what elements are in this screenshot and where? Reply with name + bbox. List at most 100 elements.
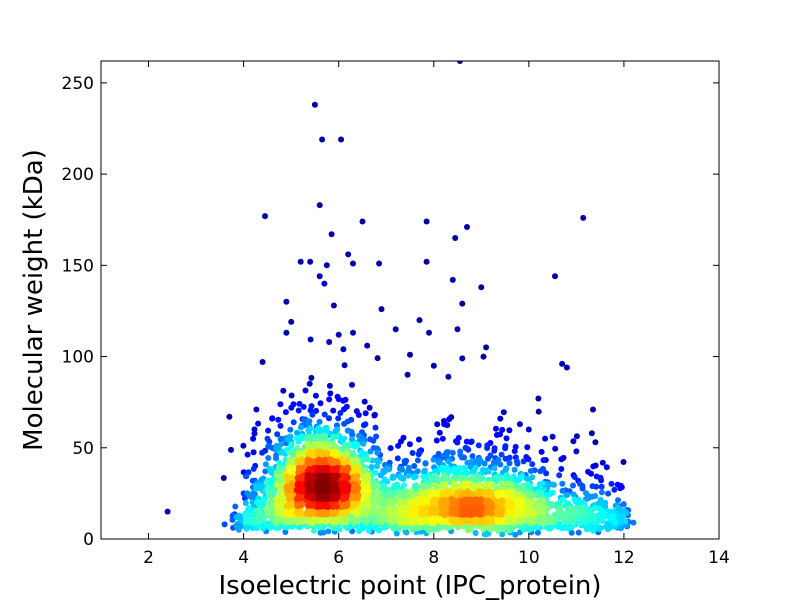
- data-point: [515, 485, 522, 491]
- y-tick-label: 50: [72, 439, 94, 459]
- data-point: [516, 516, 523, 523]
- data-point: [276, 509, 283, 516]
- data-point: [615, 497, 621, 504]
- data-point: [313, 407, 320, 414]
- data-point: [242, 519, 249, 526]
- data-point: [527, 468, 534, 474]
- data-point: [397, 497, 404, 504]
- data-point: [484, 483, 491, 490]
- data-point: [372, 525, 379, 531]
- data-point: [321, 411, 328, 418]
- data-point: [378, 519, 385, 526]
- data-point: [344, 483, 351, 489]
- data-point: [250, 449, 257, 456]
- data-point: [503, 510, 510, 517]
- data-point: [497, 431, 503, 438]
- data-point: [540, 508, 547, 515]
- data-point: [306, 418, 313, 425]
- data-point: [269, 415, 276, 422]
- data-point: [540, 504, 547, 511]
- data-point: [464, 224, 470, 230]
- data-point: [436, 429, 443, 436]
- data-point: [502, 467, 509, 474]
- data-point: [452, 235, 459, 241]
- data-point: [559, 360, 566, 367]
- data-point: [366, 404, 373, 411]
- data-point: [276, 476, 283, 483]
- data-point: [266, 488, 273, 495]
- data-point: [472, 530, 479, 536]
- data-point: [556, 472, 563, 479]
- data-point: [414, 457, 421, 464]
- data-point: [590, 518, 597, 525]
- data-point: [422, 460, 429, 467]
- data-point: [274, 431, 281, 438]
- data-point: [456, 61, 463, 64]
- data-point: [286, 475, 293, 482]
- data-point: [286, 503, 293, 510]
- data-point: [485, 455, 491, 462]
- data-point: [409, 450, 416, 456]
- data-point: [393, 530, 400, 537]
- data-point: [380, 489, 387, 496]
- data-point: [244, 490, 251, 497]
- data-point: [260, 525, 267, 532]
- data-point: [268, 496, 275, 503]
- data-point: [277, 449, 284, 456]
- data-point: [354, 518, 361, 524]
- data-point: [318, 449, 325, 456]
- data-point: [252, 482, 259, 489]
- y-tick-label: 250: [62, 74, 94, 94]
- data-point: [362, 421, 369, 428]
- data-point: [264, 435, 271, 442]
- data-point: [539, 466, 546, 472]
- data-point: [262, 213, 268, 220]
- data-point: [400, 482, 407, 489]
- data-point: [307, 258, 314, 265]
- data-point: [559, 480, 566, 487]
- data-point: [485, 517, 492, 524]
- data-point: [283, 524, 290, 531]
- data-point: [317, 400, 324, 407]
- data-point: [612, 519, 619, 526]
- data-point: [395, 442, 402, 449]
- data-point: [363, 472, 370, 479]
- data-point: [405, 468, 411, 475]
- data-point: [286, 433, 293, 440]
- data-point: [498, 510, 505, 517]
- data-point: [354, 473, 361, 480]
- data-point: [343, 452, 349, 459]
- data-point: [543, 491, 550, 498]
- data-point: [355, 492, 362, 498]
- data-point: [497, 415, 504, 422]
- data-point: [410, 492, 417, 499]
- data-point: [255, 420, 262, 427]
- data-point: [570, 438, 577, 445]
- data-point: [419, 497, 426, 504]
- data-point: [277, 401, 284, 408]
- data-point: [281, 519, 288, 526]
- data-point: [529, 510, 536, 516]
- data-point: [251, 426, 258, 433]
- data-point: [340, 346, 347, 353]
- data-point: [391, 509, 397, 516]
- data-point: [338, 136, 345, 143]
- data-point: [251, 430, 258, 437]
- data-point: [361, 398, 368, 405]
- data-point: [515, 512, 522, 519]
- data-point: [597, 525, 604, 531]
- data-point: [315, 459, 322, 466]
- data-point: [598, 489, 605, 496]
- data-point: [497, 492, 503, 499]
- data-point: [322, 425, 329, 432]
- data-point: [550, 518, 557, 525]
- data-point: [246, 505, 253, 511]
- data-point: [480, 524, 487, 531]
- data-point: [573, 433, 580, 440]
- data-point: [577, 499, 584, 506]
- data-point: [520, 458, 527, 465]
- data-point: [465, 488, 472, 495]
- data-point: [297, 258, 304, 265]
- data-point: [316, 435, 322, 442]
- data-point: [320, 432, 327, 439]
